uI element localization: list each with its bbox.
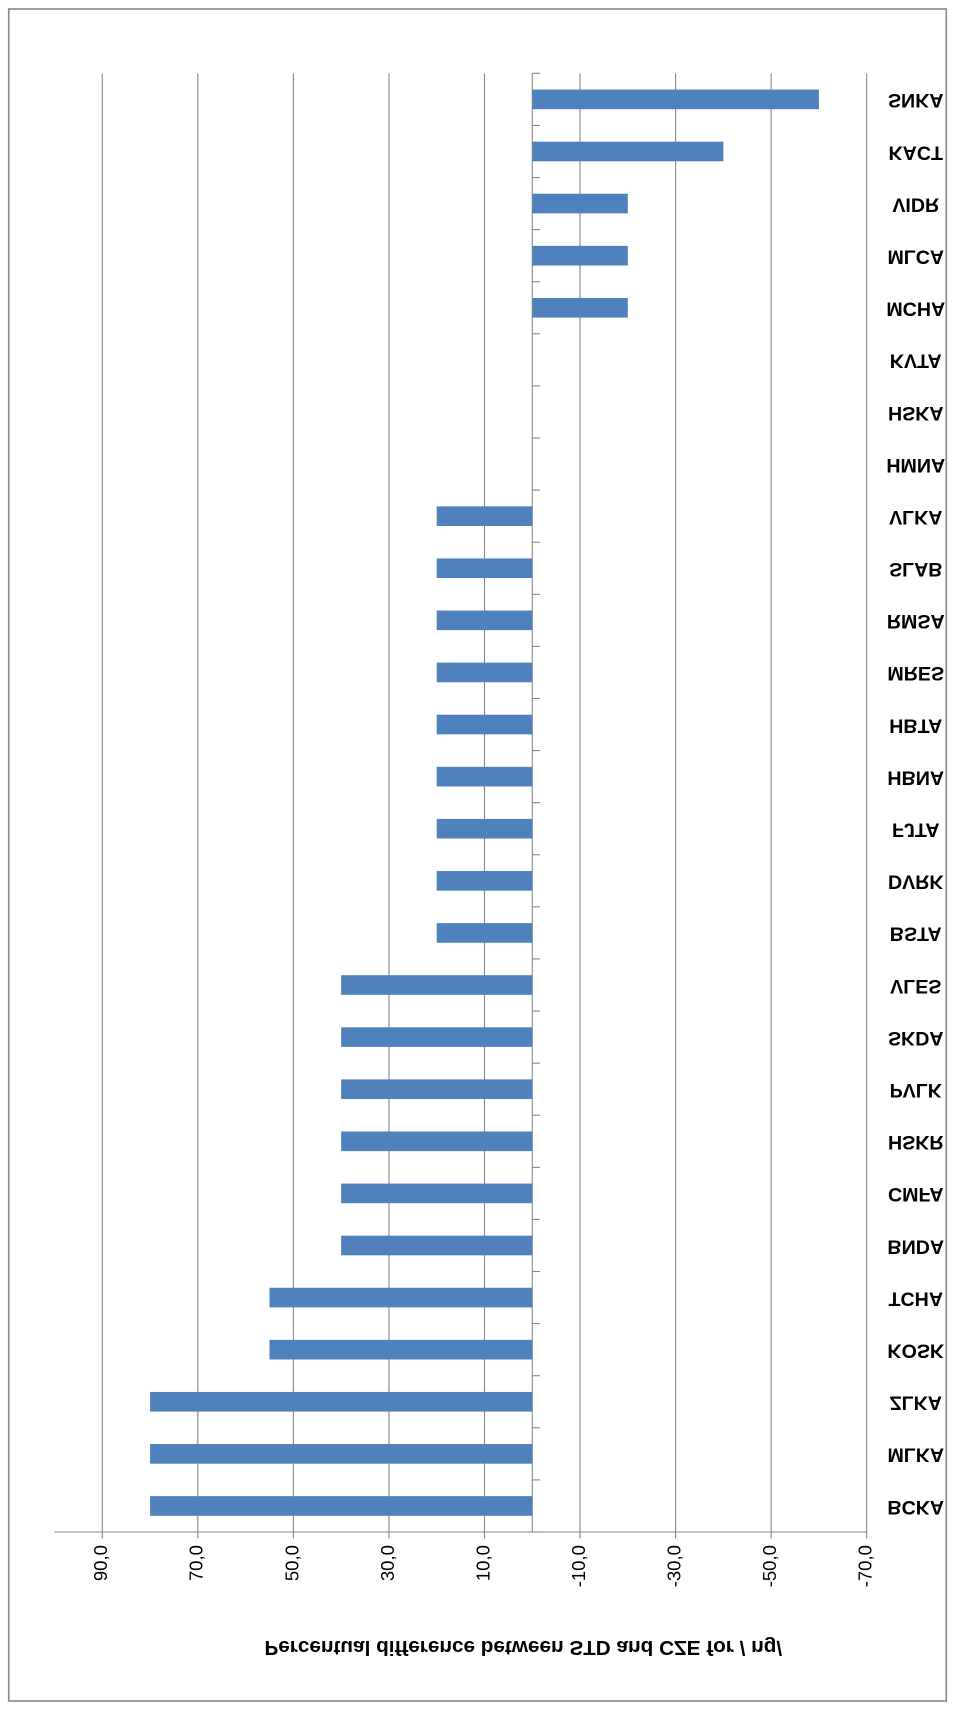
x-tick-label: 90,0 — [90, 1545, 111, 1581]
category-label: HBNA — [887, 766, 944, 788]
bar — [532, 245, 628, 266]
bar — [436, 714, 533, 735]
category-label: SKDA — [888, 1027, 944, 1049]
bar — [150, 1444, 533, 1464]
bar — [269, 1339, 533, 1360]
category-label: BSTA — [890, 923, 942, 945]
category-label: MRES — [887, 662, 944, 684]
bar — [436, 506, 533, 526]
category-label: PVLK — [890, 1079, 942, 1101]
x-tick-label: -10,0 — [568, 1545, 589, 1587]
bar — [341, 975, 533, 995]
category-label: KOSK — [887, 1339, 944, 1361]
bar — [436, 610, 533, 631]
category-label: SLAB — [889, 558, 942, 580]
category-label: BNDA — [887, 1235, 944, 1257]
category-label: HSKR — [888, 1131, 944, 1153]
category-label: CMFA — [888, 1183, 944, 1205]
category-label: MCHA — [886, 298, 945, 320]
bar — [436, 871, 533, 891]
category-label: HBTA — [889, 714, 942, 736]
x-tick-label: -50,0 — [759, 1545, 780, 1587]
bar — [436, 558, 533, 579]
category-label: KACT — [889, 141, 943, 163]
category-label: BCKA — [887, 1496, 944, 1518]
category-label: VLKA — [889, 506, 942, 528]
bar — [269, 1287, 533, 1308]
bar — [532, 89, 819, 110]
x-tick-label: -70,0 — [855, 1545, 876, 1587]
bar — [436, 662, 533, 683]
x-tick-label: -30,0 — [663, 1545, 684, 1587]
category-label: DVRK — [888, 871, 944, 893]
x-tick-label: 30,0 — [377, 1545, 398, 1581]
bar — [532, 297, 628, 318]
category-label: SNKA — [888, 89, 944, 111]
x-tick-label: 10,0 — [472, 1545, 493, 1581]
category-label: VLES — [890, 975, 941, 997]
bar — [341, 1079, 533, 1100]
bar — [436, 818, 533, 839]
bar — [532, 141, 724, 162]
category-label: FJTA — [892, 819, 940, 841]
category-label: VIDR — [892, 193, 939, 215]
bar — [341, 1235, 533, 1256]
bar — [341, 1183, 533, 1204]
category-label: MLCA — [887, 245, 944, 267]
bar — [532, 193, 628, 214]
bar — [150, 1391, 533, 1412]
category-label: HSKA — [888, 402, 944, 424]
x-tick-label: 50,0 — [281, 1545, 302, 1581]
category-label: TCHA — [889, 1287, 943, 1309]
bar — [341, 1131, 533, 1152]
category-label: RMSA — [887, 610, 945, 632]
bar — [436, 923, 533, 943]
bar — [341, 1027, 533, 1047]
bar — [436, 766, 533, 787]
x-tick-label: 70,0 — [186, 1545, 207, 1581]
category-label: HMNA — [886, 454, 945, 476]
bar — [150, 1496, 533, 1516]
chart-border — [7, 8, 948, 1702]
category-label: MLKA — [887, 1444, 944, 1466]
category-label: KVTA — [890, 350, 942, 372]
category-label: ZLKA — [890, 1392, 942, 1414]
axis-title: Percentual difference between STD and CZ… — [264, 1636, 782, 1659]
